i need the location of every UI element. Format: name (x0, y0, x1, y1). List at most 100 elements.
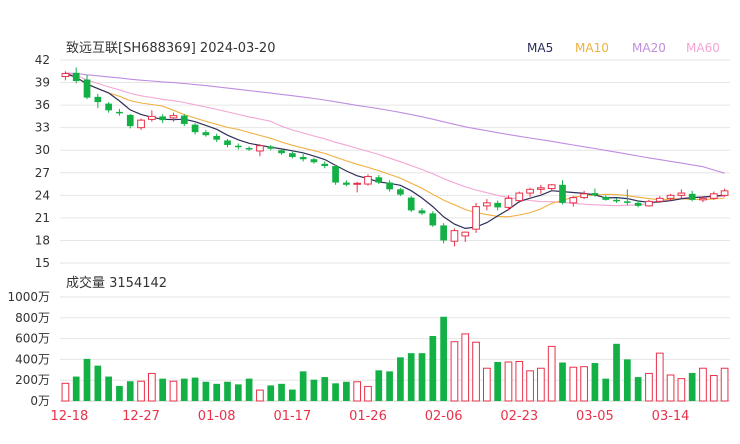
candle-body (429, 213, 437, 226)
candle (61, 71, 70, 81)
ma20-line (65, 72, 725, 207)
candle-body (461, 231, 470, 237)
candle (310, 157, 318, 164)
candle-body (364, 176, 372, 185)
volume-bar (94, 365, 102, 401)
volume-tick-label: 600万 (15, 332, 50, 346)
candle-body (116, 111, 123, 114)
price-grid (60, 59, 730, 264)
candle (709, 191, 718, 200)
candle-body (299, 156, 307, 160)
candle (116, 108, 123, 116)
candle (602, 195, 610, 201)
date-tick-label: 12-27 (122, 409, 160, 424)
volume-chart-title: 成交量 3154142 (66, 275, 167, 291)
candle (407, 196, 415, 212)
ma-legend: MA5 MA10 MA20 MA60 (527, 41, 720, 55)
candle-body (386, 182, 393, 190)
candle-body (191, 124, 199, 133)
candle-body (94, 96, 102, 103)
volume-bar (645, 372, 653, 402)
candle-body (397, 189, 404, 195)
volume-bar (515, 360, 524, 402)
candle (148, 110, 156, 122)
volume-bar (288, 389, 296, 401)
volume-bar (720, 367, 729, 402)
candle-body (321, 163, 329, 167)
price-tick-label: 21 (35, 211, 50, 225)
volume-bar (169, 380, 178, 402)
candle-body (267, 146, 275, 149)
candle-body (580, 193, 588, 199)
date-axis: 12-18 12-27 01-08 01-17 01-26 02-06 02-23 03-05… (51, 409, 690, 424)
candle-body (613, 199, 620, 202)
candle-body (623, 201, 631, 203)
candle (515, 191, 524, 203)
candle-body (137, 119, 145, 129)
candle-body (278, 150, 285, 154)
candle-body (61, 73, 70, 78)
candle (299, 153, 307, 162)
candle (332, 164, 339, 185)
candle (224, 138, 231, 148)
volume-bar (623, 359, 631, 401)
candle (169, 112, 178, 122)
volume-bar (602, 378, 610, 401)
candle-body (483, 202, 491, 207)
volume-bar (159, 378, 167, 401)
price-tick-label: 36 (35, 98, 50, 112)
candle-body (709, 193, 718, 199)
volume-bar (375, 370, 383, 401)
candle-body (83, 79, 91, 98)
date-tick-label: 02-23 (500, 409, 538, 424)
candle (688, 190, 696, 202)
candle (720, 188, 729, 197)
candle-body (180, 115, 188, 124)
candle-body (375, 177, 383, 183)
candle-body (245, 147, 253, 150)
candle (677, 189, 686, 199)
candle (364, 174, 372, 186)
volume-bar (353, 381, 362, 402)
volume-bar (440, 316, 447, 401)
candle-body (526, 188, 534, 194)
date-tick-label: 01-26 (349, 409, 387, 424)
candle (256, 144, 264, 157)
legend-ma10: MA10 (575, 41, 609, 55)
volume-bar (450, 341, 459, 402)
ma60-line (65, 72, 725, 174)
candle-body (602, 196, 610, 200)
candle-body (126, 114, 134, 127)
volume-tick-label: 800万 (15, 311, 50, 325)
candle-body (591, 193, 599, 196)
price-tick-label: 24 (35, 188, 50, 202)
date-tick-label: 02-06 (425, 409, 463, 424)
volume-bar (569, 366, 578, 402)
volume-bar (688, 372, 696, 401)
volume-bar (461, 333, 470, 402)
price-tick-label: 18 (35, 233, 50, 247)
candle (418, 208, 426, 215)
candle-body (537, 187, 545, 190)
candle-body (472, 206, 480, 230)
candle-body (569, 197, 578, 204)
volume-bar (116, 385, 123, 401)
volume-bar (397, 357, 404, 401)
candle (559, 180, 566, 205)
date-tick-label: 01-08 (198, 409, 236, 424)
volume-y-axis: 1000万 800万 600万 400万 200万 0万 (7, 290, 50, 408)
candle (504, 195, 513, 211)
candle (343, 180, 350, 187)
volume-bar (418, 353, 426, 401)
volume-bar (321, 377, 329, 401)
volume-bar (137, 380, 145, 402)
volume-bar (591, 363, 599, 401)
candle (105, 102, 112, 113)
price-chart-title: 致远互联[SH688369] 2024-03-20 (66, 41, 275, 56)
volume-bar (429, 336, 437, 401)
candle (202, 129, 210, 137)
candle (699, 196, 707, 203)
candle (461, 231, 470, 242)
volume-bar (494, 362, 502, 401)
candle (655, 196, 664, 203)
